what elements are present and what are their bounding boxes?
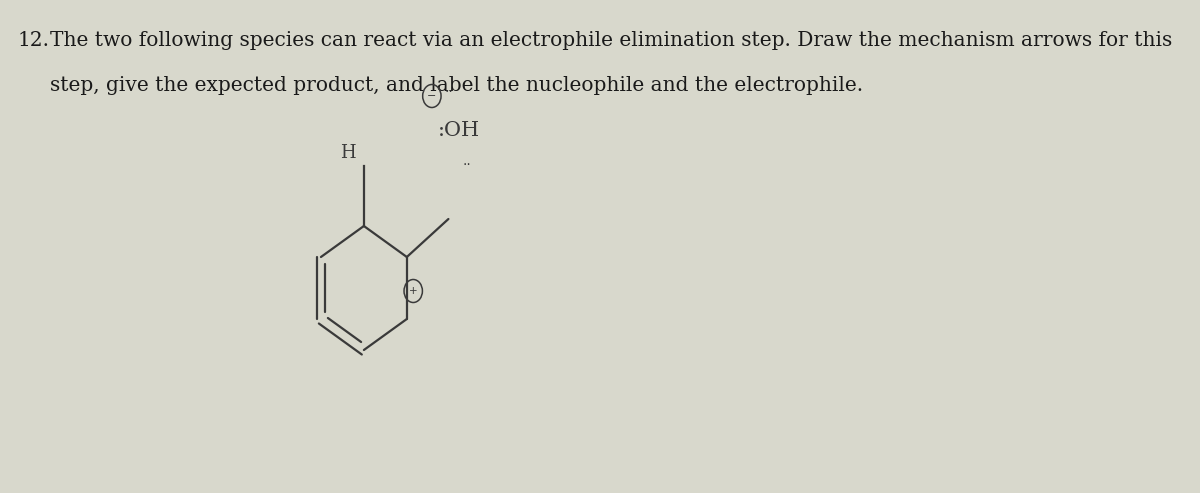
Text: ··: ··: [444, 85, 454, 99]
Text: ··: ··: [463, 158, 472, 172]
Text: 12.: 12.: [18, 31, 49, 50]
Text: H: H: [340, 144, 355, 162]
Text: +: +: [409, 286, 418, 296]
Text: −: −: [427, 91, 437, 101]
Text: :OH: :OH: [438, 121, 480, 141]
Text: The two following species can react via an electrophile elimination step. Draw t: The two following species can react via …: [49, 31, 1172, 50]
Text: step, give the expected product, and label the nucleophile and the electrophile.: step, give the expected product, and lab…: [49, 76, 863, 95]
